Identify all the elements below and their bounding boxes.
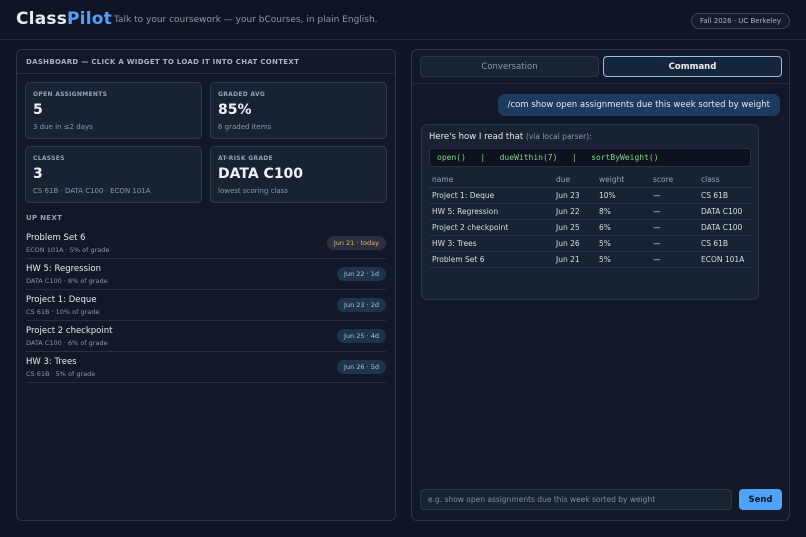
- table-cell: Jun 26: [553, 235, 596, 252]
- assignment-title: HW 3: Trees: [26, 357, 77, 367]
- widget-label: AT-RISK GRADE: [218, 155, 273, 162]
- table-cell: —: [650, 235, 698, 252]
- dashboard-panel: DASHBOARD — CLICK A WIDGET TO LOAD IT IN…: [16, 49, 396, 521]
- table-cell: Jun 22: [553, 203, 596, 220]
- widget-value: 3: [33, 166, 43, 182]
- table-cell: —: [650, 219, 698, 236]
- widget-value: DATA C100: [218, 166, 304, 182]
- table-cell: HW 3: Trees: [429, 235, 553, 252]
- command-input[interactable]: [420, 489, 732, 510]
- column-header: name: [429, 172, 553, 188]
- table-row: HW 5: Regression Jun 22 8% — DATA C100: [429, 203, 753, 220]
- widget-subtext: 6 graded items: [218, 123, 272, 131]
- due-badge: Jun 23 · 2d: [337, 298, 386, 312]
- table-cell: —: [650, 203, 698, 220]
- tab-conversation[interactable]: Conversation: [420, 56, 599, 77]
- table-row: Project 1: Deque Jun 23 10% — CS 61B: [429, 187, 753, 204]
- table-cell: Project 2 checkpoint: [429, 219, 553, 236]
- widget-label: CLASSES: [33, 155, 65, 162]
- column-header: due: [553, 172, 596, 188]
- table-cell: 8%: [596, 203, 650, 220]
- table-cell: Jun 25: [553, 219, 596, 236]
- up-next-list: Problem Set 6 ECON 101A · 5% of grade Ju…: [26, 228, 386, 383]
- table-cell: 5%: [596, 235, 650, 252]
- widget-classes[interactable]: CLASSES 3 CS 61B · DATA C100 · ECON 101A: [25, 146, 202, 203]
- table-cell: 5%: [596, 251, 650, 268]
- assignment-meta: CS 61B · 5% of grade: [26, 370, 96, 378]
- assignment-meta: DATA C100 · 6% of grade: [26, 339, 108, 347]
- tab-command[interactable]: Command: [603, 56, 782, 77]
- app-tagline: Talk to your coursework — your bCourses,…: [114, 15, 378, 25]
- bot-response-card: Here's how I read that (via local parser…: [421, 124, 759, 300]
- widget-subtext: CS 61B · DATA C100 · ECON 101A: [33, 187, 151, 195]
- bot-intro: Here's how I read that (via local parser…: [429, 132, 592, 142]
- bot-intro-text: Here's how I read that: [429, 132, 524, 142]
- app-logo: ClassPilot: [16, 9, 112, 29]
- widget-graded-avg[interactable]: GRADED AVG 85% 6 graded items: [210, 82, 387, 139]
- assignment-meta: CS 61B · 10% of grade: [26, 308, 100, 316]
- app-header: ClassPilot Talk to your coursework — you…: [0, 0, 806, 40]
- due-badge: Jun 25 · 4d: [337, 329, 386, 343]
- bot-intro-note: (via local parser):: [525, 132, 592, 141]
- assignment-title: HW 5: Regression: [26, 264, 101, 274]
- table-cell: DATA C100: [698, 219, 753, 236]
- column-header: weight: [596, 172, 650, 188]
- list-item[interactable]: Project 2 checkpoint DATA C100 · 6% of g…: [26, 321, 386, 352]
- dashboard-title: DASHBOARD — CLICK A WIDGET TO LOAD IT IN…: [17, 50, 395, 74]
- assignment-title: Project 1: Deque: [26, 295, 97, 305]
- due-badge: Jun 22 · 1d: [337, 267, 386, 281]
- table-cell: DATA C100: [698, 203, 753, 220]
- widget-subtext: 3 due in ≤2 days: [33, 123, 93, 131]
- table-cell: Jun 23: [553, 187, 596, 204]
- assignment-meta: ECON 101A · 5% of grade: [26, 246, 110, 254]
- parsed-command-code: open() | dueWithin(7) | sortByWeight(): [429, 148, 751, 167]
- user-message: /com show open assignments due this week…: [497, 94, 780, 116]
- list-item[interactable]: HW 3: Trees CS 61B · 5% of grade Jun 26 …: [26, 352, 386, 383]
- widget-subtext: lowest scoring class: [218, 187, 288, 195]
- list-item[interactable]: HW 5: Regression DATA C100 · 8% of grade…: [26, 259, 386, 290]
- chat-panel: Conversation Command /com show open assi…: [411, 49, 790, 521]
- assignment-meta: DATA C100 · 8% of grade: [26, 277, 108, 285]
- table-cell: —: [650, 251, 698, 268]
- table-cell: 10%: [596, 187, 650, 204]
- table-cell: —: [650, 187, 698, 204]
- results-table: name due weight score class Project 1: D…: [429, 172, 753, 268]
- table-row: HW 3: Trees Jun 26 5% — CS 61B: [429, 235, 753, 252]
- table-row: Project 2 checkpoint Jun 25 6% — DATA C1…: [429, 219, 753, 236]
- list-item[interactable]: Problem Set 6 ECON 101A · 5% of grade Ju…: [26, 228, 386, 259]
- table-cell: HW 5: Regression: [429, 203, 553, 220]
- widget-value: 5: [33, 102, 43, 118]
- column-header: class: [698, 172, 753, 188]
- table-cell: ECON 101A: [698, 251, 753, 268]
- table-cell: Jun 21: [553, 251, 596, 268]
- table-cell: Problem Set 6: [429, 251, 553, 268]
- table-header-row: name due weight score class: [429, 172, 753, 188]
- table-cell: CS 61B: [698, 235, 753, 252]
- assignment-title: Problem Set 6: [26, 233, 86, 243]
- widget-value: 85%: [218, 102, 252, 118]
- table-cell: Project 1: Deque: [429, 187, 553, 204]
- column-header: score: [650, 172, 698, 188]
- table-row: Problem Set 6 Jun 21 5% — ECON 101A: [429, 251, 753, 268]
- send-button[interactable]: Send: [739, 489, 782, 510]
- up-next-heading: UP NEXT: [26, 214, 63, 222]
- assignment-title: Project 2 checkpoint: [26, 326, 113, 336]
- widget-open-assignments[interactable]: OPEN ASSIGNMENTS 5 3 due in ≤2 days: [25, 82, 202, 139]
- table-cell: CS 61B: [698, 187, 753, 204]
- term-badge: Fall 2026 · UC Berkeley: [690, 13, 790, 29]
- widget-at-risk-grade[interactable]: AT-RISK GRADE DATA C100 lowest scoring c…: [210, 146, 387, 203]
- due-badge: Jun 26 · 5d: [337, 360, 386, 374]
- list-item[interactable]: Project 1: Deque CS 61B · 10% of grade J…: [26, 290, 386, 321]
- widget-label: GRADED AVG: [218, 91, 266, 98]
- due-badge: Jun 21 · today: [326, 236, 386, 250]
- divider: [412, 83, 789, 84]
- table-cell: 6%: [596, 219, 650, 236]
- widget-label: OPEN ASSIGNMENTS: [33, 91, 108, 98]
